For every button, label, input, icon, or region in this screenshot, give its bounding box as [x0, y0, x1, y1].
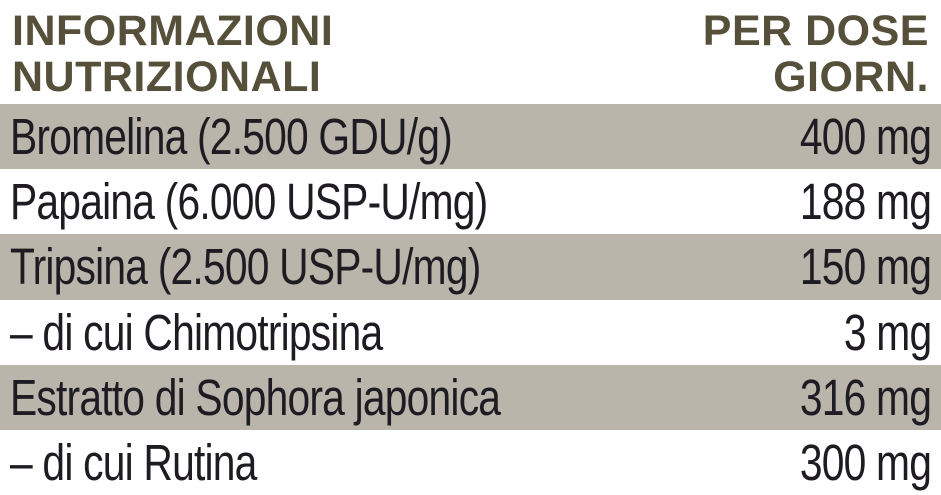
ingredient-amount: 316 mg	[799, 368, 932, 426]
dose-column-header-line1: PER DOSE	[702, 7, 929, 55]
ingredient-amount: 3 mg	[843, 303, 931, 361]
dose-column-header: PER DOSE GIORN.	[703, 8, 929, 100]
table-header: INFORMAZIONI NUTRIZIONALI PER DOSE GIORN…	[0, 0, 941, 104]
ingredient-amount: 300 mg	[799, 433, 932, 491]
ingredient-amount: 150 mg	[799, 238, 932, 296]
table-title: INFORMAZIONI NUTRIZIONALI	[12, 8, 333, 100]
table-title-line2: NUTRIZIONALI	[12, 53, 322, 101]
table-row: Bromelina (2.500 GDU/g) 400 mg	[0, 104, 941, 170]
ingredient-label: Tripsina (2.500 USP-U/mg)	[10, 238, 481, 296]
ingredient-amount: 188 mg	[799, 173, 932, 231]
ingredient-label: – di cui Rutina	[10, 433, 257, 491]
table-title-line1: INFORMAZIONI	[12, 7, 334, 55]
table-row: – di cui Chimotripsina 3 mg	[0, 300, 941, 365]
ingredient-label: Estratto di Sophora japonica	[10, 368, 501, 426]
table-row: Papaina (6.000 USP-U/mg) 188 mg	[0, 169, 941, 234]
ingredient-amount: 400 mg	[799, 108, 932, 166]
table-row: – di cui Rutina 300 mg	[0, 430, 941, 495]
dose-column-header-line2: GIORN.	[773, 53, 929, 101]
table-row: Estratto di Sophora japonica 316 mg	[0, 364, 941, 430]
ingredient-label: Papaina (6.000 USP-U/mg)	[10, 173, 488, 231]
ingredient-label: Bromelina (2.500 GDU/g)	[10, 108, 453, 166]
ingredient-label: – di cui Chimotripsina	[10, 303, 383, 361]
table-row: Tripsina (2.500 USP-U/mg) 150 mg	[0, 234, 941, 300]
